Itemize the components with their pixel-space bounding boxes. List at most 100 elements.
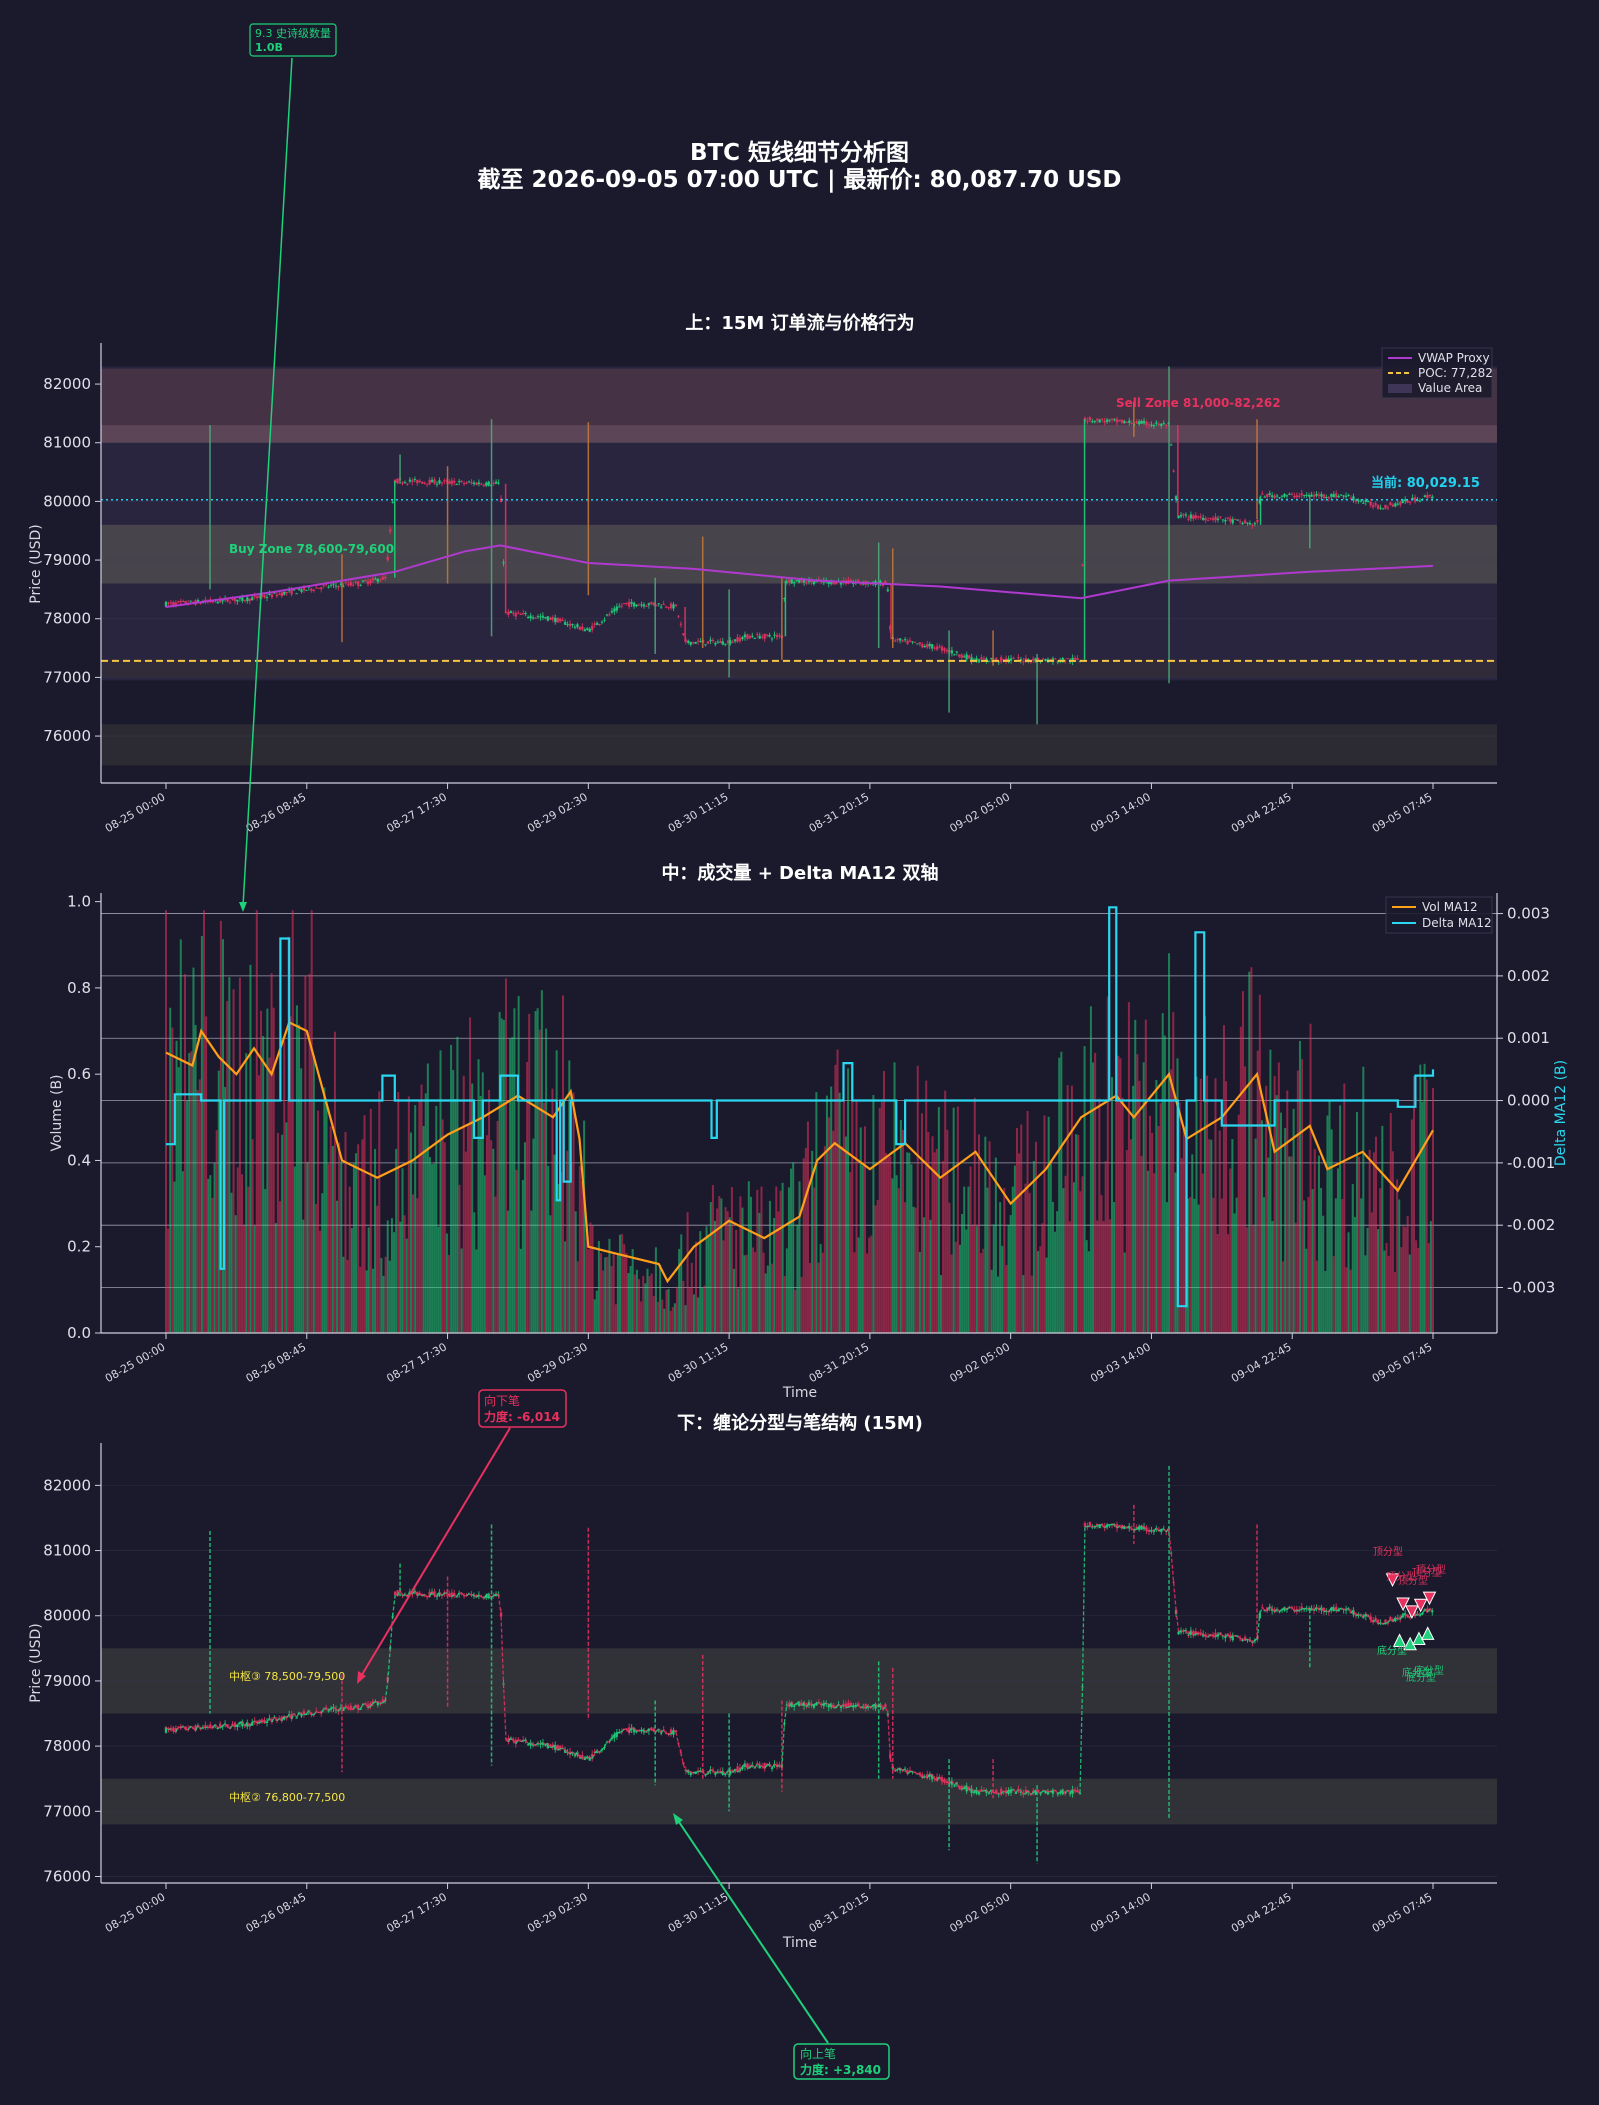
bi-stroke-segment xyxy=(1143,1526,1148,1532)
p3-candle-body xyxy=(1352,1610,1355,1615)
bi-stroke-segment xyxy=(362,1703,366,1705)
p3-candle-body xyxy=(561,1747,564,1749)
p1-candle-body xyxy=(748,636,752,639)
bi-stroke-segment xyxy=(530,1742,534,1746)
volume-bar xyxy=(673,1303,676,1333)
p1-candle-body xyxy=(300,589,303,592)
volume-bar xyxy=(1372,1152,1375,1333)
volume-bar xyxy=(944,1090,947,1333)
bi-stroke-segment xyxy=(564,1749,568,1753)
volume-bar xyxy=(1427,1243,1430,1333)
p1-candle-body xyxy=(1310,494,1313,497)
p3-candle-body xyxy=(985,1790,988,1793)
volume-bar xyxy=(1068,1221,1071,1333)
volume-bar xyxy=(1136,1054,1139,1333)
p2-ytick-label-0: 0.0 xyxy=(67,1324,91,1342)
volume-bar xyxy=(323,1087,326,1333)
volume-bar xyxy=(1410,1119,1413,1333)
p1-candle-body xyxy=(1327,497,1331,499)
bi-stroke-segment xyxy=(1367,1615,1372,1621)
volume-bar xyxy=(420,1084,423,1333)
p1-candle-body xyxy=(1093,421,1096,423)
p1-candle-body xyxy=(637,604,641,606)
p1-candle-body xyxy=(770,638,774,640)
volume-bar xyxy=(792,1162,795,1333)
p1-candle-body xyxy=(1108,419,1111,421)
p1-candle-body xyxy=(1278,497,1281,499)
p1-candle-body xyxy=(361,580,365,582)
volume-bar xyxy=(350,1228,353,1333)
volume-bar xyxy=(783,1275,786,1333)
p3-candle-body xyxy=(164,1727,168,1733)
p3-candle-body xyxy=(1391,1619,1395,1622)
volume-bar xyxy=(583,1120,586,1333)
volume-bar xyxy=(399,1221,402,1333)
bi-stroke-segment xyxy=(190,1725,194,1729)
p1-xtick-label-2: 08-27 17:30 xyxy=(384,790,449,835)
p1-candle-body xyxy=(312,589,316,591)
bi-stroke-segment xyxy=(855,1704,859,1707)
volume-bar xyxy=(1341,1198,1344,1333)
p1-candle-body xyxy=(1418,500,1422,502)
volume-bar xyxy=(557,1184,560,1333)
p3-candle-body xyxy=(591,1753,594,1759)
p3-candle-body xyxy=(428,1591,431,1597)
volume-bar xyxy=(999,1202,1002,1333)
bi-stroke-segment xyxy=(1421,1608,1426,1614)
p3-candle-body xyxy=(852,1705,855,1708)
volume-bar xyxy=(868,1237,871,1333)
p3-candle-body xyxy=(950,1781,954,1785)
p1-candle-body xyxy=(699,640,702,642)
p1-candle-body xyxy=(443,480,446,482)
p3-candle-body xyxy=(1140,1526,1143,1530)
bi-stroke-segment xyxy=(648,1728,652,1731)
volume-bar xyxy=(513,1008,516,1333)
p2-xtick-label-9: 09-05 07:45 xyxy=(1370,1340,1435,1385)
volume-bar xyxy=(1235,1197,1238,1333)
volume-bar xyxy=(707,1236,710,1333)
p3-candle-body xyxy=(228,1727,232,1729)
volume-bar xyxy=(283,1040,286,1333)
p1-candle-body xyxy=(566,624,569,626)
bi-stroke-segment xyxy=(1387,1619,1391,1623)
bi-stroke-segment xyxy=(675,1731,680,1744)
volume-bar xyxy=(485,1135,488,1333)
volume-bar xyxy=(1250,967,1253,1333)
bi-stroke-segment xyxy=(1180,1630,1184,1633)
p1-candle-body xyxy=(1135,421,1138,424)
volume-bar xyxy=(167,1228,170,1333)
p1-candle-body xyxy=(985,658,988,661)
p1-candle-body xyxy=(608,614,611,616)
bi-stroke-segment xyxy=(838,1703,842,1707)
bi-stroke-segment xyxy=(562,1747,566,1751)
p3-candle-body xyxy=(226,1724,229,1728)
p1-candle-body xyxy=(356,581,360,586)
p1-candle-body xyxy=(783,597,786,599)
p1-candle-body xyxy=(834,582,838,585)
bi-stroke-segment xyxy=(182,1725,187,1730)
p1-candle-body xyxy=(1411,497,1414,500)
p3-candle-body xyxy=(689,1771,692,1776)
volume-bar xyxy=(1035,1141,1038,1333)
volume-bar xyxy=(743,1255,746,1333)
volume-bar xyxy=(1208,1139,1211,1333)
bi-stroke-segment xyxy=(281,1716,285,1722)
bi-stroke-segment xyxy=(712,1770,716,1774)
p3-candle-body xyxy=(1201,1634,1205,1637)
bi-stroke-segment xyxy=(1392,1617,1396,1622)
bi-stroke-segment xyxy=(919,1774,923,1779)
p1-candle-body xyxy=(278,593,281,595)
p3-candle-body xyxy=(627,1727,631,1733)
p1-candle-body xyxy=(753,638,757,640)
volume-bar xyxy=(952,1107,955,1333)
volume-bar xyxy=(929,1219,932,1333)
bi-stroke-segment xyxy=(232,1724,236,1728)
volume-bar xyxy=(1332,1256,1335,1333)
p1-candle-body xyxy=(679,623,683,625)
p3-ytick-label-3: 79000 xyxy=(43,1672,91,1690)
p1-candle-body xyxy=(465,482,468,484)
volume-bar xyxy=(595,1290,598,1333)
p1-candle-body xyxy=(1234,518,1237,520)
bi-stroke-segment xyxy=(1222,1635,1226,1638)
p1-candle-body xyxy=(1386,507,1390,509)
